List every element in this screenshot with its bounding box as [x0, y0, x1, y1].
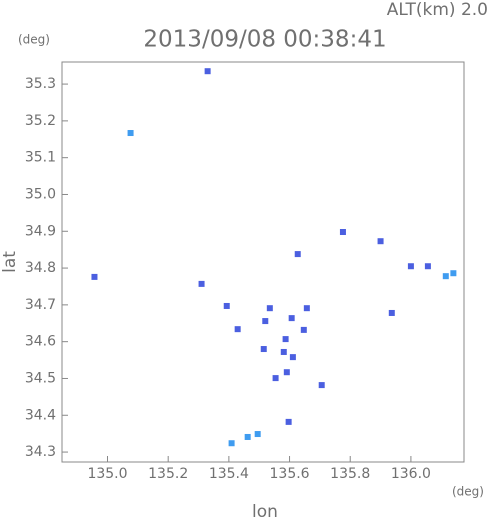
echo — [254, 431, 261, 438]
echo — [285, 418, 292, 425]
x-axis-label: lon — [252, 502, 278, 521]
x-tick-label: 136.0 — [391, 466, 431, 482]
echo — [266, 305, 273, 312]
echo — [280, 348, 287, 355]
chart-title: 2013/09/08 00:38:41 — [143, 27, 386, 53]
y-tick-label: 34.6 — [25, 334, 56, 350]
echo — [339, 229, 346, 236]
echo — [442, 273, 449, 280]
x-tick-label: 135.6 — [270, 466, 310, 482]
echo — [289, 354, 296, 361]
x-tick-label: 135.0 — [87, 466, 127, 482]
x-tick-label: 135.8 — [330, 466, 370, 482]
echo — [91, 273, 98, 280]
y-tick-label: 34.5 — [25, 370, 56, 386]
echo — [424, 263, 431, 270]
echo — [234, 326, 241, 333]
x-tick-label: 135.2 — [148, 466, 188, 482]
y-tick-label: 34.4 — [25, 407, 56, 423]
echo — [282, 336, 289, 343]
echo — [198, 280, 205, 287]
y-tick-label: 34.8 — [25, 260, 56, 276]
x-unit: (deg) — [452, 485, 484, 499]
subtitle: ALT(km) 2.0 — [387, 0, 488, 20]
echo — [127, 130, 134, 137]
echo — [272, 375, 279, 382]
y-tick-label: 35.1 — [25, 150, 56, 166]
echo — [262, 318, 269, 325]
echo — [388, 309, 395, 316]
echo — [294, 251, 301, 258]
y-unit: (deg) — [18, 33, 50, 47]
y-tick-label: 34.7 — [25, 297, 56, 313]
y-tick-label: 35.2 — [25, 113, 56, 129]
y-tick-label: 34.3 — [25, 444, 56, 460]
y-axis-label: lat — [0, 251, 20, 273]
echo — [283, 369, 290, 376]
echo — [450, 270, 457, 277]
echo — [260, 346, 267, 353]
x-tick-label: 135.4 — [209, 466, 249, 482]
echo — [318, 382, 325, 389]
y-tick-label: 34.9 — [25, 223, 56, 239]
echo — [204, 68, 211, 75]
echo — [228, 440, 235, 447]
plot-frame — [61, 61, 465, 463]
echo — [377, 238, 384, 245]
echo — [303, 305, 310, 312]
echo — [300, 326, 307, 333]
echo — [223, 302, 230, 309]
echo — [407, 263, 414, 270]
echo — [244, 433, 251, 440]
y-tick-label: 35.3 — [25, 76, 56, 92]
echo — [288, 315, 295, 322]
y-tick-label: 35.0 — [25, 186, 56, 202]
